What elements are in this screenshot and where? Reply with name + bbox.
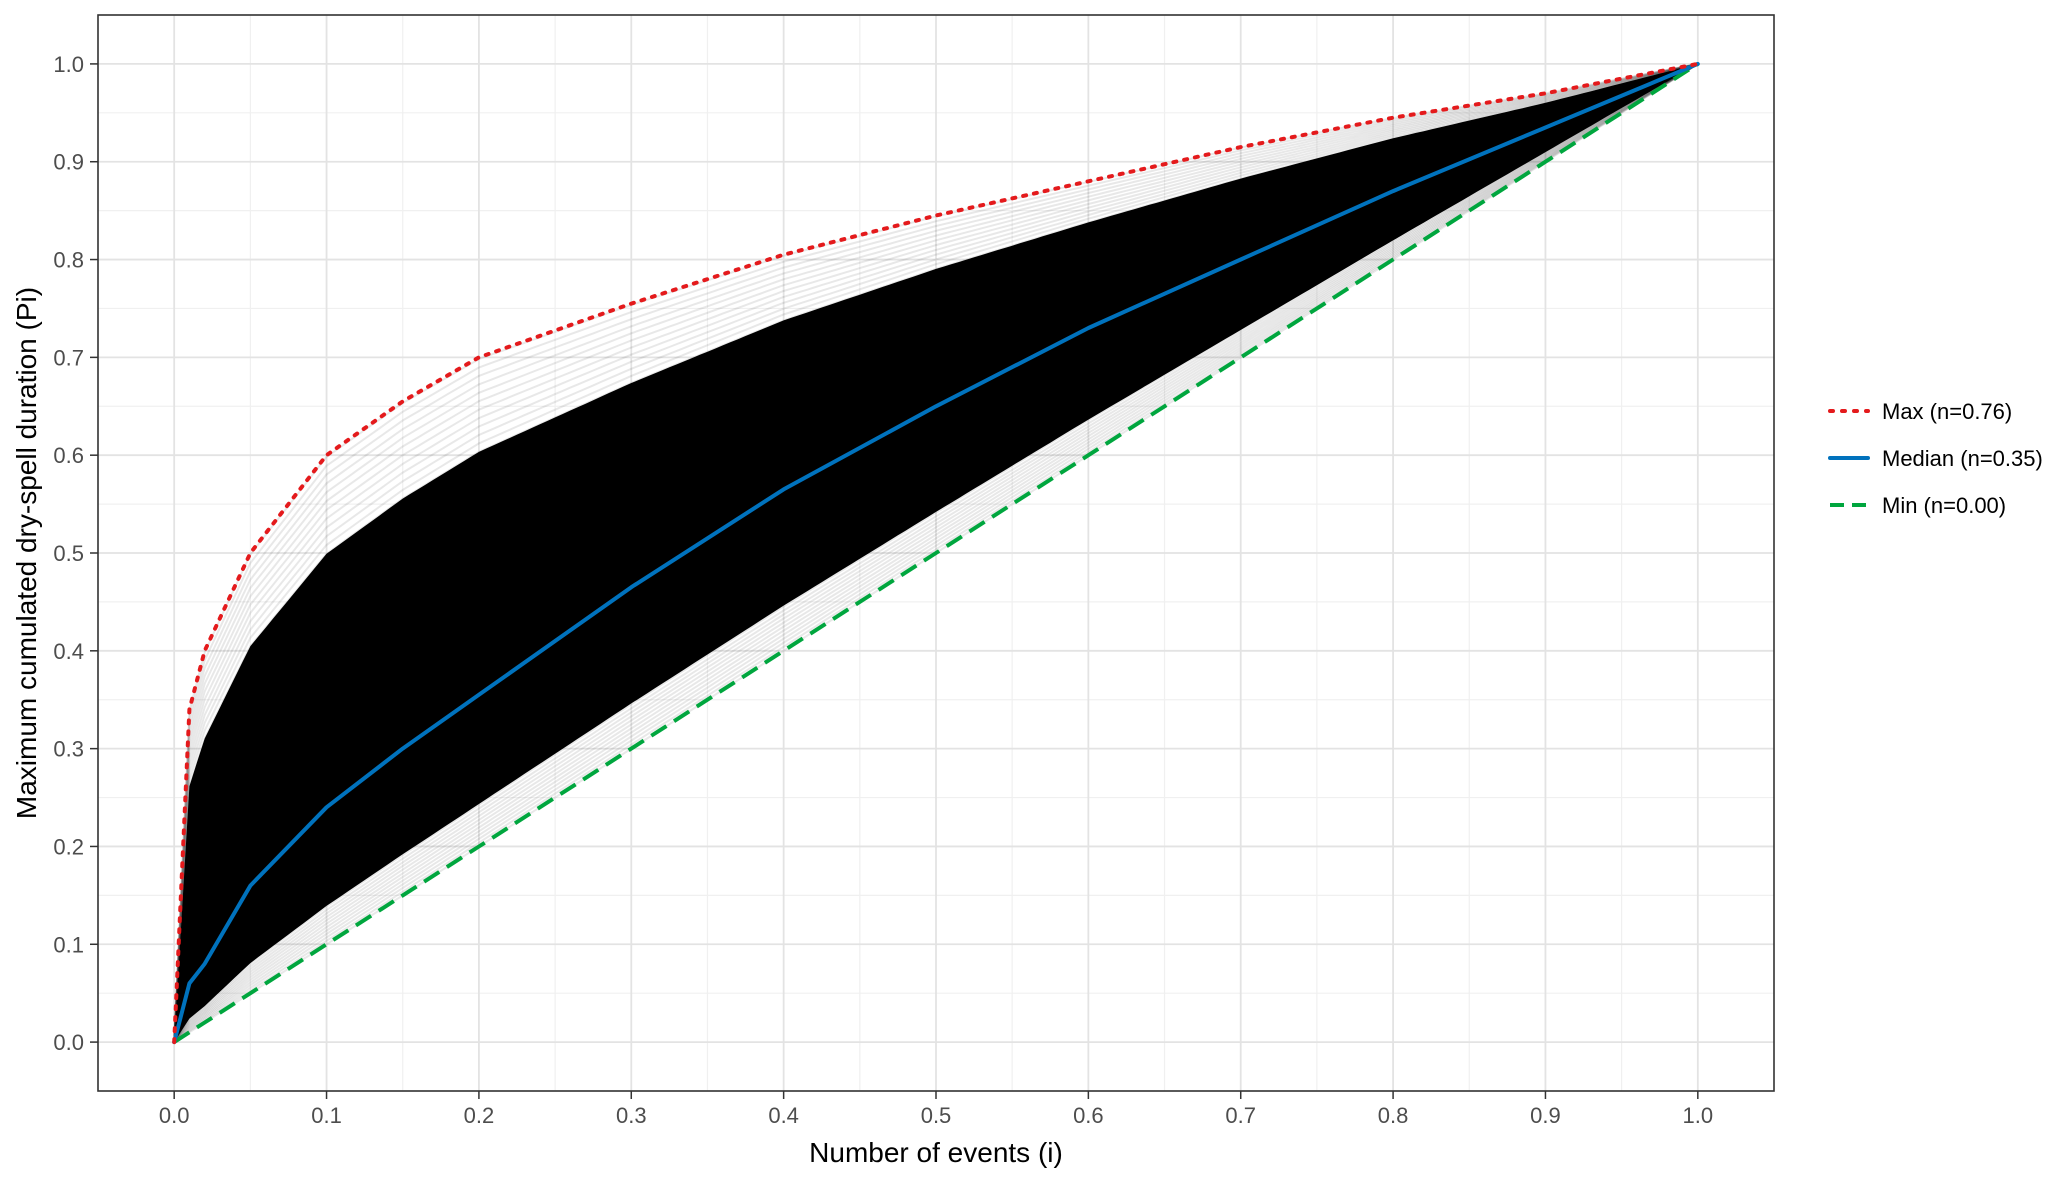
simulation-band xyxy=(173,62,1699,1043)
simulation-curve xyxy=(173,63,1699,1043)
x-axis-title: Number of events (i) xyxy=(809,1137,1063,1168)
simulation-curve xyxy=(173,62,1699,1043)
series-line-dotted xyxy=(172,61,1700,1045)
simulation-curve xyxy=(173,62,1699,1043)
simulation-curve xyxy=(173,63,1699,1043)
y-tick-label: 0.0 xyxy=(53,1030,84,1055)
simulation-curve xyxy=(173,62,1699,1043)
simulation-band-core xyxy=(174,63,1698,1043)
x-tick-label: 0.8 xyxy=(1378,1103,1409,1128)
legend-label: Max (n=0.76) xyxy=(1882,399,2012,424)
y-tick-label: 0.5 xyxy=(53,541,84,566)
y-tick-label: 0.7 xyxy=(53,345,84,370)
x-tick-label: 0.9 xyxy=(1530,1103,1561,1128)
x-tick-label: 0.6 xyxy=(1073,1103,1104,1128)
simulation-curve xyxy=(173,62,1699,1043)
y-tick-label: 0.8 xyxy=(53,248,84,273)
x-tick-label: 0.2 xyxy=(464,1103,495,1128)
x-tick-label: 0.0 xyxy=(159,1103,190,1128)
simulation-curve xyxy=(173,62,1699,1043)
y-tick-label: 0.6 xyxy=(53,443,84,468)
simulation-curve xyxy=(173,63,1699,1043)
simulation-curve xyxy=(173,62,1699,1043)
series-line-dashed xyxy=(173,62,1699,1044)
y-tick-label: 0.9 xyxy=(53,150,84,175)
simulation-curve xyxy=(173,63,1699,1043)
y-tick-label: 0.4 xyxy=(53,639,84,664)
x-tick-label: 0.4 xyxy=(768,1103,799,1128)
x-tick-label: 0.3 xyxy=(616,1103,647,1128)
simulation-curve xyxy=(173,63,1699,1043)
legend-label: Min (n=0.00) xyxy=(1882,493,2006,518)
y-tick-label: 0.1 xyxy=(53,932,84,957)
simulation-curve xyxy=(173,62,1699,1043)
y-tick-label: 0.3 xyxy=(53,737,84,762)
simulation-curve xyxy=(173,63,1699,1043)
simulation-curve xyxy=(173,63,1699,1043)
legend-label: Median (n=0.35) xyxy=(1882,446,2043,471)
simulation-curve xyxy=(173,63,1699,1043)
simulation-curve xyxy=(173,63,1699,1043)
series-lines xyxy=(172,61,1700,1045)
y-axis-title: Maximum cumulated dry-spell duration (Pi… xyxy=(11,287,42,819)
y-tick-label: 0.2 xyxy=(53,834,84,859)
series-line-solid xyxy=(172,61,1700,1045)
y-tick-label: 1.0 xyxy=(53,52,84,77)
x-tick-label: 1.0 xyxy=(1683,1103,1714,1128)
x-tick-label: 0.1 xyxy=(311,1103,342,1128)
y-axis-ticks: 0.0 0.1 0.2 0.3 0.4 0.5 0.6 0.7 0.8 0.9 1.0 xyxy=(53,52,98,1055)
simulation-curve xyxy=(173,63,1699,1043)
x-axis-ticks: 0.0 0.1 0.2 0.3 0.4 0.5 0.6 0.7 0.8 0.9 1.0 xyxy=(159,1091,1713,1128)
legend: Max (n=0.76) Median (n=0.35) Min (n=0.00) xyxy=(1828,399,2043,518)
x-tick-label: 0.7 xyxy=(1225,1103,1256,1128)
simulation-curve xyxy=(173,62,1699,1043)
simulation-curve xyxy=(173,63,1699,1043)
simulation-curve xyxy=(173,62,1699,1043)
x-tick-label: 0.5 xyxy=(921,1103,952,1128)
